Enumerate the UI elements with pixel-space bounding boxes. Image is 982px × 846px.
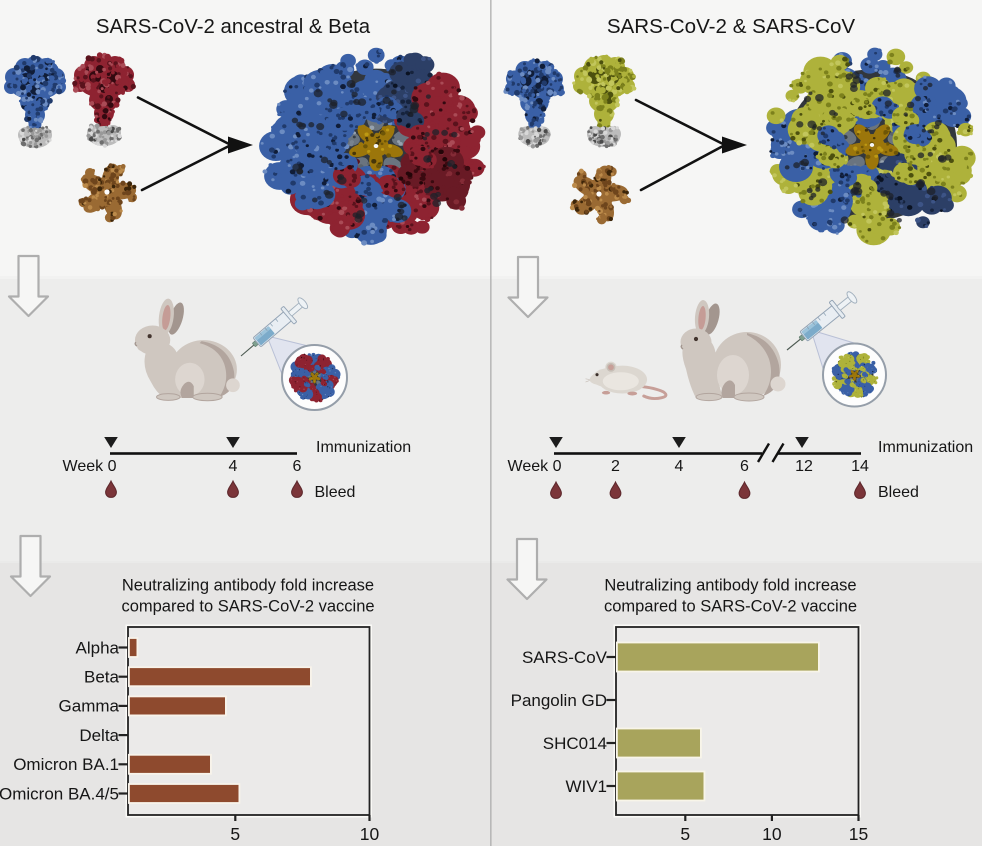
svg-text:SARS-CoV-2 & SARS-CoV: SARS-CoV-2 & SARS-CoV: [607, 15, 856, 38]
svg-text:SARS-CoV-2 ancestral & Beta: SARS-CoV-2 ancestral & Beta: [96, 16, 371, 38]
